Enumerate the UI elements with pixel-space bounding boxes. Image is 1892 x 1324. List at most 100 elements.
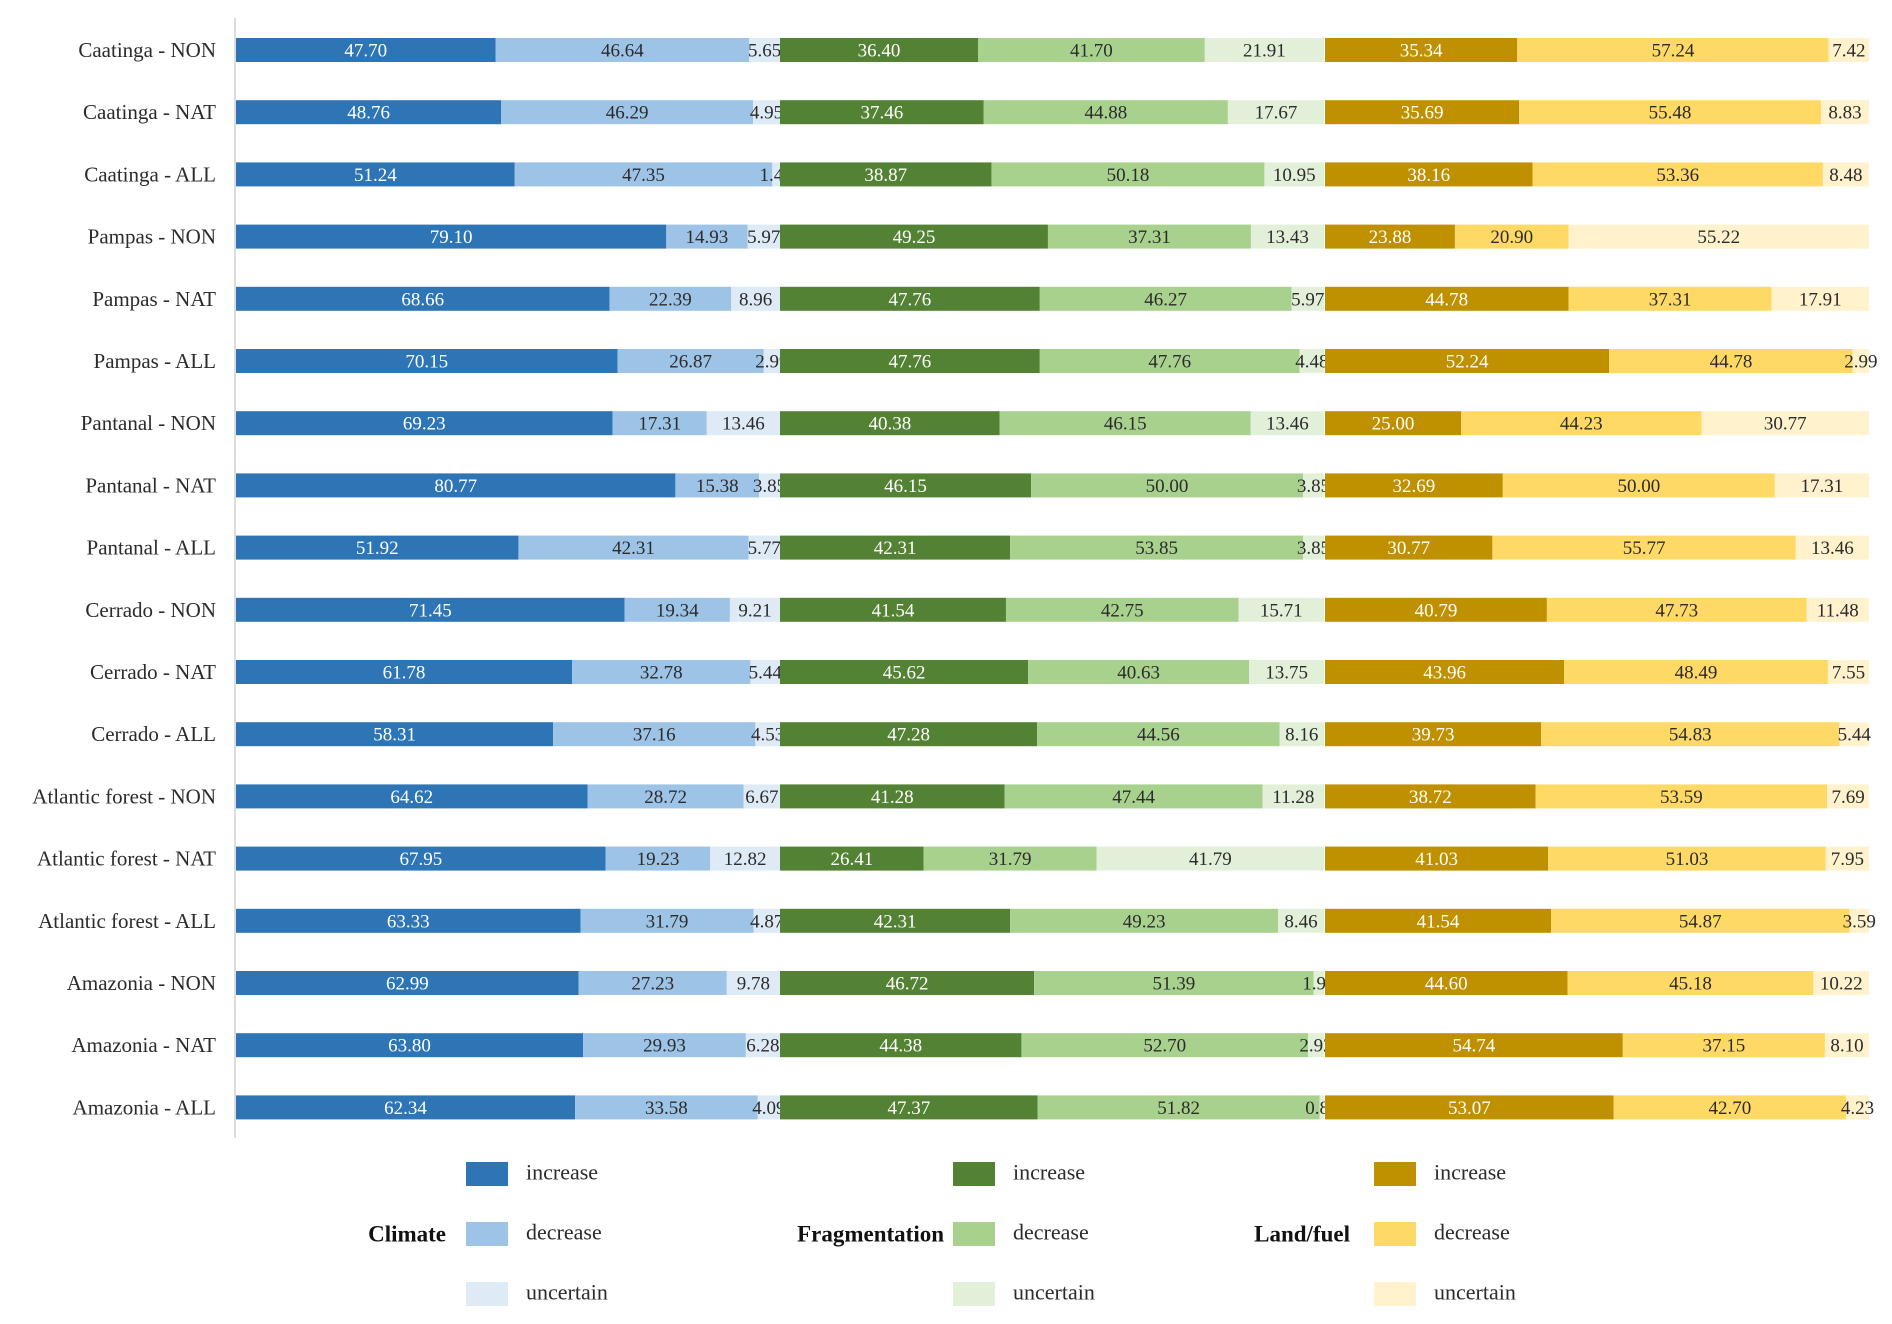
data-label-fragmentation-decrease: 40.63 [1117, 663, 1160, 684]
data-label-climate-increase: 47.70 [344, 41, 387, 62]
data-label-fragmentation-decrease: 46.27 [1144, 289, 1187, 310]
bar-climate-decrease [583, 1033, 746, 1058]
data-label-land-fuel-uncertain: 13.46 [1811, 538, 1854, 559]
data-label-climate-uncertain: 4.53 [751, 725, 784, 746]
data-label-land-fuel-increase: 44.60 [1425, 974, 1468, 995]
bar-climate-decrease [609, 286, 732, 311]
bar-fragmentation-increase [780, 971, 1035, 995]
bar-climate-uncertain [748, 535, 780, 560]
row-label: Caatinga - NON [78, 38, 216, 62]
row-label: Amazonia - ALL [73, 1095, 216, 1119]
data-label-fragmentation-decrease: 50.00 [1146, 476, 1189, 497]
data-label-fragmentation-decrease: 51.82 [1157, 1098, 1200, 1119]
data-label-land-fuel-uncertain: 10.22 [1820, 974, 1863, 995]
data-label-fragmentation-increase: 37.46 [861, 103, 904, 124]
legend-swatch-fragmentation-decrease [953, 1222, 995, 1246]
bar-land-fuel-decrease [1492, 535, 1796, 560]
bar-climate-decrease [514, 162, 773, 187]
data-label-fragmentation-increase: 41.54 [872, 600, 915, 621]
bar-climate-decrease [612, 411, 707, 436]
data-label-land-fuel-increase: 38.72 [1409, 787, 1452, 808]
data-label-climate-increase: 63.33 [387, 911, 430, 932]
bar-land-fuel-decrease [1564, 660, 1828, 684]
row-label: Cerrado - NON [85, 598, 216, 622]
data-label-land-fuel-decrease: 55.77 [1623, 538, 1666, 559]
row-label: Cerrado - ALL [91, 722, 216, 746]
bar-land-fuel-uncertain [1825, 846, 1869, 871]
bar-land-fuel-increase [1325, 38, 1518, 62]
bar-land-fuel-uncertain [1827, 660, 1869, 684]
bar-fragmentation-uncertain [1096, 846, 1324, 871]
data-label-land-fuel-uncertain: 5.44 [1838, 725, 1872, 746]
bar-climate-increase [236, 38, 496, 62]
bar-climate-decrease [617, 349, 764, 373]
bar-fragmentation-uncertain [1299, 349, 1324, 373]
data-label-land-fuel-increase: 52.24 [1446, 352, 1489, 373]
data-label-climate-decrease: 46.29 [606, 103, 649, 124]
bar-climate-decrease [605, 846, 711, 871]
bar-climate-decrease [666, 224, 748, 249]
data-label-land-fuel-decrease: 20.90 [1490, 227, 1533, 248]
bar-climate-increase [236, 473, 676, 498]
bar-climate-increase [236, 846, 606, 871]
bar-climate-uncertain [706, 411, 780, 436]
data-label-fragmentation-uncertain: 2.92 [1299, 1036, 1332, 1057]
data-label-land-fuel-decrease: 54.83 [1669, 725, 1712, 746]
bar-land-fuel-decrease [1622, 1033, 1825, 1058]
bar-fragmentation-decrease [1037, 1095, 1320, 1120]
data-label-fragmentation-uncertain: 21.91 [1243, 41, 1286, 62]
data-label-climate-increase: 70.15 [405, 352, 448, 373]
bar-land-fuel-uncertain [1822, 162, 1869, 187]
bar-climate-increase [236, 411, 613, 436]
data-label-fragmentation-uncertain: 5.97 [1291, 289, 1324, 310]
bar-fragmentation-uncertain [1227, 100, 1324, 125]
bar-climate-increase [236, 349, 618, 373]
row-labels: Caatinga - NON Caatinga - NAT Caatinga - A… [32, 38, 216, 1119]
data-label-land-fuel-decrease: 53.36 [1656, 165, 1699, 186]
data-label-climate-decrease: 14.93 [686, 227, 729, 248]
bar-climate-decrease [501, 100, 754, 125]
bar-climate-increase [236, 100, 502, 125]
bar-fragmentation-decrease [1034, 971, 1314, 995]
data-label-climate-decrease: 46.64 [601, 41, 644, 62]
data-label-climate-decrease: 27.23 [631, 974, 674, 995]
data-label-fragmentation-uncertain: 10.95 [1273, 165, 1316, 186]
data-label-fragmentation-decrease: 31.79 [989, 849, 1032, 870]
data-label-climate-increase: 67.95 [399, 849, 442, 870]
bar-climate-increase [236, 286, 610, 311]
legend-swatch-fragmentation-uncertain [953, 1282, 995, 1306]
data-label-land-fuel-increase: 38.16 [1407, 165, 1450, 186]
data-label-fragmentation-increase: 47.76 [889, 352, 932, 373]
data-label-land-fuel-increase: 41.03 [1415, 849, 1458, 870]
bar-fragmentation-decrease [1039, 349, 1300, 373]
bar-fragmentation-uncertain [1313, 971, 1324, 995]
data-label-fragmentation-increase: 40.38 [868, 414, 911, 435]
bar-land-fuel-decrease [1613, 1095, 1846, 1120]
data-label-fragmentation-decrease: 50.18 [1107, 165, 1150, 186]
data-label-fragmentation-increase: 45.62 [883, 663, 926, 684]
data-label-fragmentation-uncertain: 13.46 [1266, 414, 1309, 435]
data-label-climate-increase: 63.80 [388, 1036, 431, 1057]
bar-land-fuel-uncertain [1827, 784, 1869, 809]
bar-fragmentation-uncertain [1249, 660, 1324, 684]
bar-climate-uncertain [747, 224, 780, 249]
bar-climate-uncertain [753, 908, 780, 933]
bar-land-fuel-increase [1325, 100, 1520, 125]
bar-climate-decrease [624, 597, 730, 622]
bar-climate-increase [236, 224, 667, 249]
data-label-land-fuel-decrease: 57.24 [1652, 41, 1695, 62]
bar-land-fuel-increase [1325, 660, 1565, 684]
data-label-land-fuel-increase: 30.77 [1387, 538, 1430, 559]
bar-climate-uncertain [743, 784, 780, 809]
bar-land-fuel-uncertain [1820, 100, 1869, 125]
bar-fragmentation-uncertain [1238, 597, 1324, 622]
bar-climate-uncertain [772, 162, 780, 187]
data-label-fragmentation-uncertain: 15.71 [1260, 600, 1303, 621]
bar-land-fuel-decrease [1541, 722, 1840, 747]
data-label-climate-increase: 80.77 [434, 476, 477, 497]
bar-climate-increase [236, 535, 519, 560]
legend-swatch-climate-uncertain [466, 1282, 508, 1306]
data-label-fragmentation-uncertain: 17.67 [1255, 103, 1298, 124]
data-label-fragmentation-decrease: 44.88 [1084, 103, 1127, 124]
data-label-fragmentation-uncertain: 41.79 [1189, 849, 1232, 870]
